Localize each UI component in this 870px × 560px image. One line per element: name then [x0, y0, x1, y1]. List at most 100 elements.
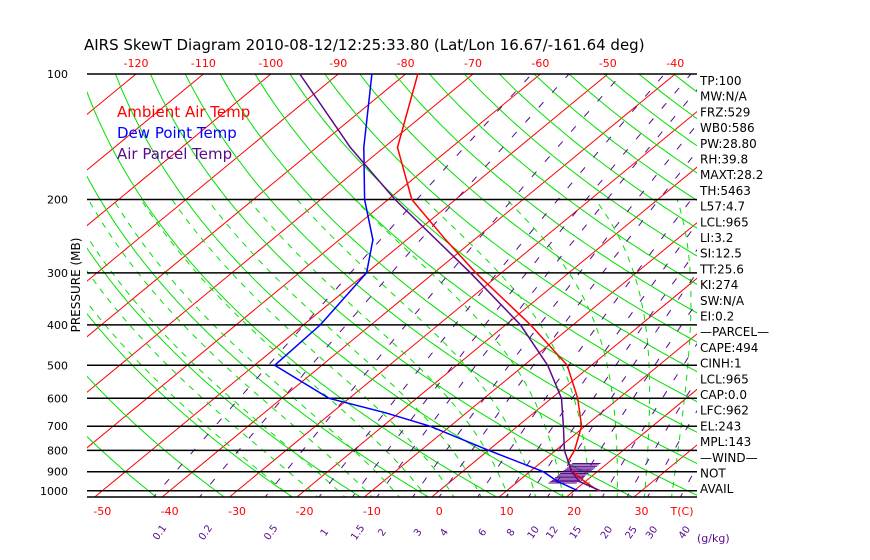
series-point-0 — [475, 272, 477, 274]
mixing-ratio-line — [198, 74, 570, 497]
index-value: SW:N/A — [700, 294, 745, 308]
dry-adiabat — [87, 313, 294, 497]
moist-adiabat — [671, 199, 692, 497]
series-point-1 — [488, 449, 490, 452]
index-value: CINH:1 — [700, 357, 742, 371]
mixing-ratio-tick-label: 0.2 — [197, 523, 215, 542]
index-value: PW:28.80 — [700, 137, 757, 151]
mixing-ratio-tick-label: 1 — [319, 527, 332, 539]
index-value: —WIND— — [700, 451, 758, 465]
series-point-2 — [546, 364, 549, 367]
series-point-2 — [599, 489, 602, 492]
isotherm — [161, 74, 677, 497]
series-point-1 — [577, 489, 579, 492]
dry-adiabat — [428, 74, 697, 285]
mixing-ratio-tick-label: 0.1 — [151, 523, 169, 542]
mixing-ratio-line — [264, 74, 623, 497]
moist-adiabat — [112, 199, 401, 497]
dry-adiabat — [324, 74, 697, 373]
series-point-1 — [384, 411, 387, 414]
index-value: KI:274 — [700, 278, 738, 292]
dry-adiabat — [254, 74, 697, 433]
mixing-ratio-line — [351, 74, 692, 497]
isotherm — [0, 65, 12, 500]
bottom-temp-tick-label: 0 — [436, 505, 443, 518]
dry-adiabat — [149, 74, 634, 497]
mixing-ratio-line — [412, 123, 697, 497]
top-temp-tick-label: -120 — [124, 57, 149, 70]
series-point-0 — [396, 146, 399, 149]
top-temp-tick-label: -90 — [329, 57, 347, 70]
mixing-ratio-tick-label: 15 — [568, 524, 584, 541]
dry-adiabat — [114, 74, 566, 497]
pressure-tick-label: 1000 — [40, 485, 68, 498]
dry-adiabat — [359, 74, 697, 343]
moist-adiabat — [207, 199, 482, 497]
series-point-0 — [580, 425, 583, 428]
isotherm — [87, 74, 542, 449]
pressure-tick-label: 700 — [47, 420, 68, 433]
series-point-1 — [319, 324, 322, 326]
isotherm — [565, 388, 697, 497]
series-point-0 — [583, 480, 586, 483]
bottom-temp-tick-label: 30 — [634, 505, 648, 518]
index-value: LI:3.2 — [700, 231, 733, 245]
series-point-1 — [328, 397, 330, 400]
index-value: LCL:965 — [700, 372, 749, 386]
dry-adiabat — [87, 90, 498, 497]
top-temp-tick-label: -40 — [666, 57, 684, 70]
pressure-tick-label: 500 — [47, 359, 68, 372]
y-axis-label: PRESSURE (MB) — [69, 238, 83, 333]
index-value: EL:243 — [700, 419, 741, 433]
mixing-ratio-tick-label: 12 — [545, 524, 561, 541]
index-value: RH:39.8 — [700, 153, 748, 167]
mixing-ratio-line — [376, 89, 697, 497]
mixing-ratio-line — [153, 74, 533, 497]
series-point-2 — [299, 73, 301, 75]
top-temp-tick-label: -100 — [258, 57, 283, 70]
series-point-1 — [273, 364, 276, 367]
bottom-temp-tick-label: -20 — [295, 505, 313, 518]
series-point-0 — [411, 198, 413, 201]
bottom-temp-tick-label: -10 — [363, 505, 381, 518]
mixing-ratio-tick-label: 0.5 — [262, 523, 280, 542]
index-value: L57:4.7 — [700, 200, 745, 214]
moist-adiabat — [248, 199, 510, 497]
series-point-2 — [349, 146, 352, 149]
series-point-0 — [416, 73, 419, 75]
moist-adiabat — [87, 270, 319, 497]
series-point-2 — [570, 470, 573, 473]
top-temp-tick-label: -60 — [531, 57, 549, 70]
mixing-ratio-tick-label: 30 — [644, 524, 660, 541]
dry-adiabat — [219, 74, 697, 465]
top-temp-tick-label: -110 — [191, 57, 216, 70]
index-value: —PARCEL— — [700, 325, 769, 339]
mixing-ratio-tick-label: 1.5 — [349, 523, 367, 542]
isotherm — [498, 333, 697, 497]
index-value: FRZ:529 — [700, 105, 750, 119]
dry-adiabat — [87, 175, 430, 497]
series-point-0 — [576, 397, 579, 400]
legend-entry: Dew Point Temp — [117, 124, 237, 142]
bottom-temp-tick-label: 20 — [567, 505, 581, 518]
moist-adiabat — [87, 301, 292, 497]
series-point-1 — [363, 198, 366, 201]
index-value: MAXT:28.2 — [700, 168, 763, 182]
index-value: MW:N/A — [700, 90, 748, 104]
pressure-tick-label: 200 — [47, 193, 68, 206]
series-point-1 — [556, 480, 559, 483]
isotherm — [228, 110, 697, 497]
moist-adiabat — [354, 199, 564, 497]
top-temp-tick-label: -50 — [599, 57, 617, 70]
series-point-1 — [429, 425, 431, 428]
series-point-0 — [529, 324, 532, 326]
index-value: LCL:965 — [700, 215, 749, 229]
series-point-1 — [365, 272, 368, 274]
series-line-1 — [273, 73, 579, 492]
mixing-ratio-tick-label: 3 — [412, 527, 425, 539]
index-value: SI:12.5 — [700, 247, 742, 261]
moist-adiabat — [171, 199, 455, 497]
pressure-tick-label: 800 — [47, 444, 68, 457]
pressure-tick-label: 100 — [47, 68, 68, 81]
